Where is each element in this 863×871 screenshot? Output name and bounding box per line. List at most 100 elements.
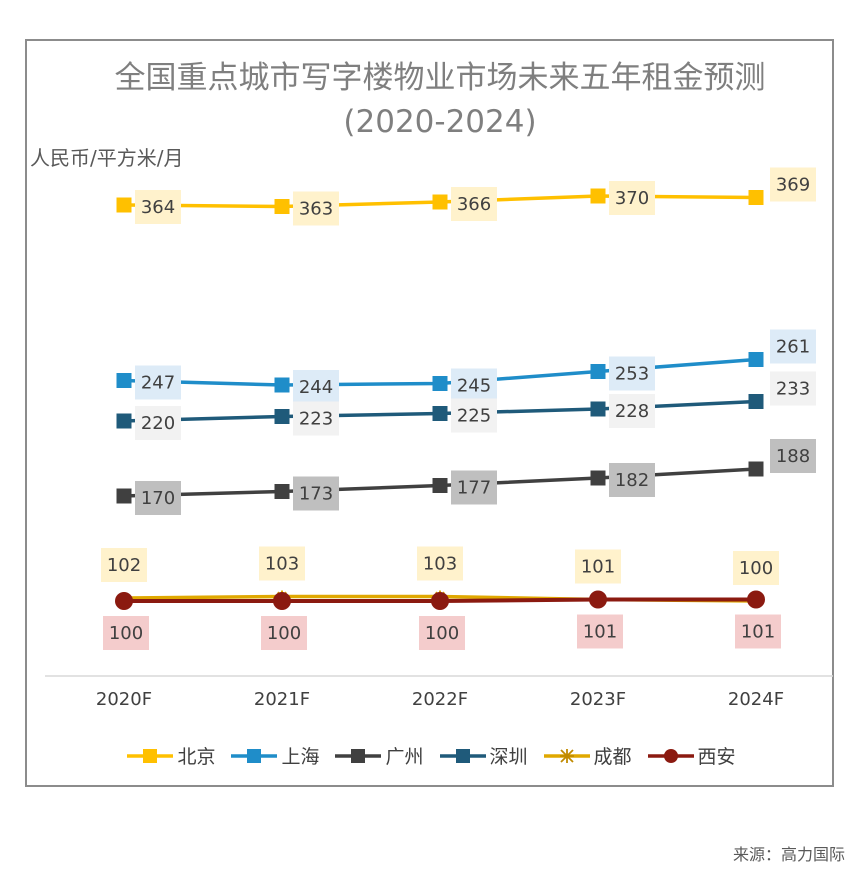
data-label: 366 (457, 194, 491, 215)
data-label: 253 (615, 364, 649, 385)
data-point (274, 377, 290, 393)
series-广州: 170 173 177 182 188 (116, 439, 816, 515)
data-label: 102 (107, 555, 141, 576)
legend-marker (143, 748, 158, 763)
data-point (116, 413, 132, 429)
data-label-box (451, 470, 497, 505)
data-label-box (609, 181, 655, 215)
data-label-box (451, 368, 497, 403)
data-label: 100 (109, 623, 143, 644)
data-point (116, 488, 132, 504)
data-label: 101 (581, 557, 615, 578)
legend-swatch (335, 748, 382, 763)
data-label: 370 (615, 188, 649, 209)
legend-item: 北京 (127, 742, 215, 769)
data-label-box (101, 548, 147, 582)
data-point (273, 592, 291, 610)
data-label: 101 (583, 622, 617, 643)
x-tick-label: 2022F (412, 689, 468, 710)
legend-label: 上海 (281, 746, 320, 768)
data-point (274, 199, 290, 214)
data-point (590, 401, 606, 417)
data-point (432, 478, 448, 493)
data-label-box (770, 167, 816, 202)
x-tick-label: 2024F (728, 689, 784, 710)
legend-label: 西安 (697, 746, 736, 768)
data-label-box (770, 439, 816, 473)
chart-title-main: 全国重点城市写字楼物业市场未来五年租金预测 (114, 60, 766, 96)
data-label-box (575, 549, 621, 584)
x-tick-label: 2020F (96, 689, 152, 710)
data-label-box (770, 329, 816, 364)
legend-label: 成都 (593, 746, 632, 768)
data-label-box (135, 481, 181, 515)
chart-subtitle: (2020-2024) (343, 104, 537, 140)
chart-title: 全国重点城市写字楼物业市场未来五年租金预测 (2020-2024) (40, 56, 840, 144)
legend-label: 深圳 (489, 746, 528, 768)
data-label: 103 (265, 554, 299, 575)
data-label: 369 (776, 175, 810, 196)
data-point (432, 376, 448, 391)
data-label: 220 (141, 413, 175, 434)
data-label-box (293, 476, 339, 511)
data-point (116, 197, 132, 213)
data-label-box (293, 401, 339, 436)
data-label: 233 (776, 379, 810, 400)
legend-item: 成都 (543, 742, 632, 769)
legend-marker (351, 748, 366, 763)
data-point (590, 188, 606, 204)
data-label-box (609, 356, 655, 391)
data-label-box (261, 616, 307, 650)
data-point (748, 352, 764, 367)
y-axis-unit-label: 人民币/平方米/月 (30, 146, 184, 170)
x-tick-label: 2021F (254, 689, 310, 710)
data-label: 100 (739, 558, 773, 579)
legend-swatch (543, 748, 590, 763)
data-label-box (609, 463, 655, 497)
legend-marker (663, 748, 678, 763)
data-label-box (451, 398, 497, 433)
data-point (589, 590, 607, 609)
series-西安: 100 100 100 101 101 (103, 590, 781, 650)
data-label: 261 (776, 337, 810, 358)
series-深圳: 220 223 225 228 233 (116, 371, 816, 440)
data-label-box (733, 551, 779, 585)
legend-item: 广州 (335, 742, 424, 769)
data-point (590, 364, 606, 379)
data-label-box (259, 546, 305, 581)
data-label: 223 (299, 409, 333, 430)
data-label-box (577, 614, 623, 649)
data-label-box (451, 187, 497, 221)
data-label: 363 (299, 199, 333, 220)
data-point (748, 190, 764, 205)
data-label-box (735, 614, 781, 649)
legend: 北京 上海 广州 深圳 成都 西安 (0, 742, 863, 769)
data-label: 173 (299, 484, 333, 505)
legend-swatch (127, 748, 174, 763)
legend-swatch (231, 748, 278, 763)
data-label: 364 (141, 197, 175, 218)
legend-swatch (647, 748, 694, 763)
data-point (748, 394, 764, 409)
series-上海: 247 244 245 253 261 (116, 329, 816, 404)
data-label-box (293, 191, 339, 226)
data-point (116, 373, 132, 388)
source-note: 来源：高力国际 (732, 845, 845, 864)
data-label: 228 (615, 401, 649, 422)
data-label-box (135, 365, 181, 400)
data-label: 245 (457, 376, 491, 397)
data-label: 247 (141, 373, 175, 394)
data-label: 225 (457, 406, 491, 427)
legend-item: 西安 (647, 742, 736, 769)
data-point (431, 592, 449, 610)
data-label: 182 (615, 470, 649, 491)
series-北京: 364 363 366 370 369 (116, 167, 816, 226)
data-label-box (417, 546, 463, 581)
data-point (432, 406, 448, 421)
data-label-box (135, 190, 181, 224)
data-point (590, 470, 606, 486)
data-label: 100 (425, 623, 459, 644)
data-point (747, 590, 765, 609)
legend-label: 北京 (177, 746, 216, 768)
